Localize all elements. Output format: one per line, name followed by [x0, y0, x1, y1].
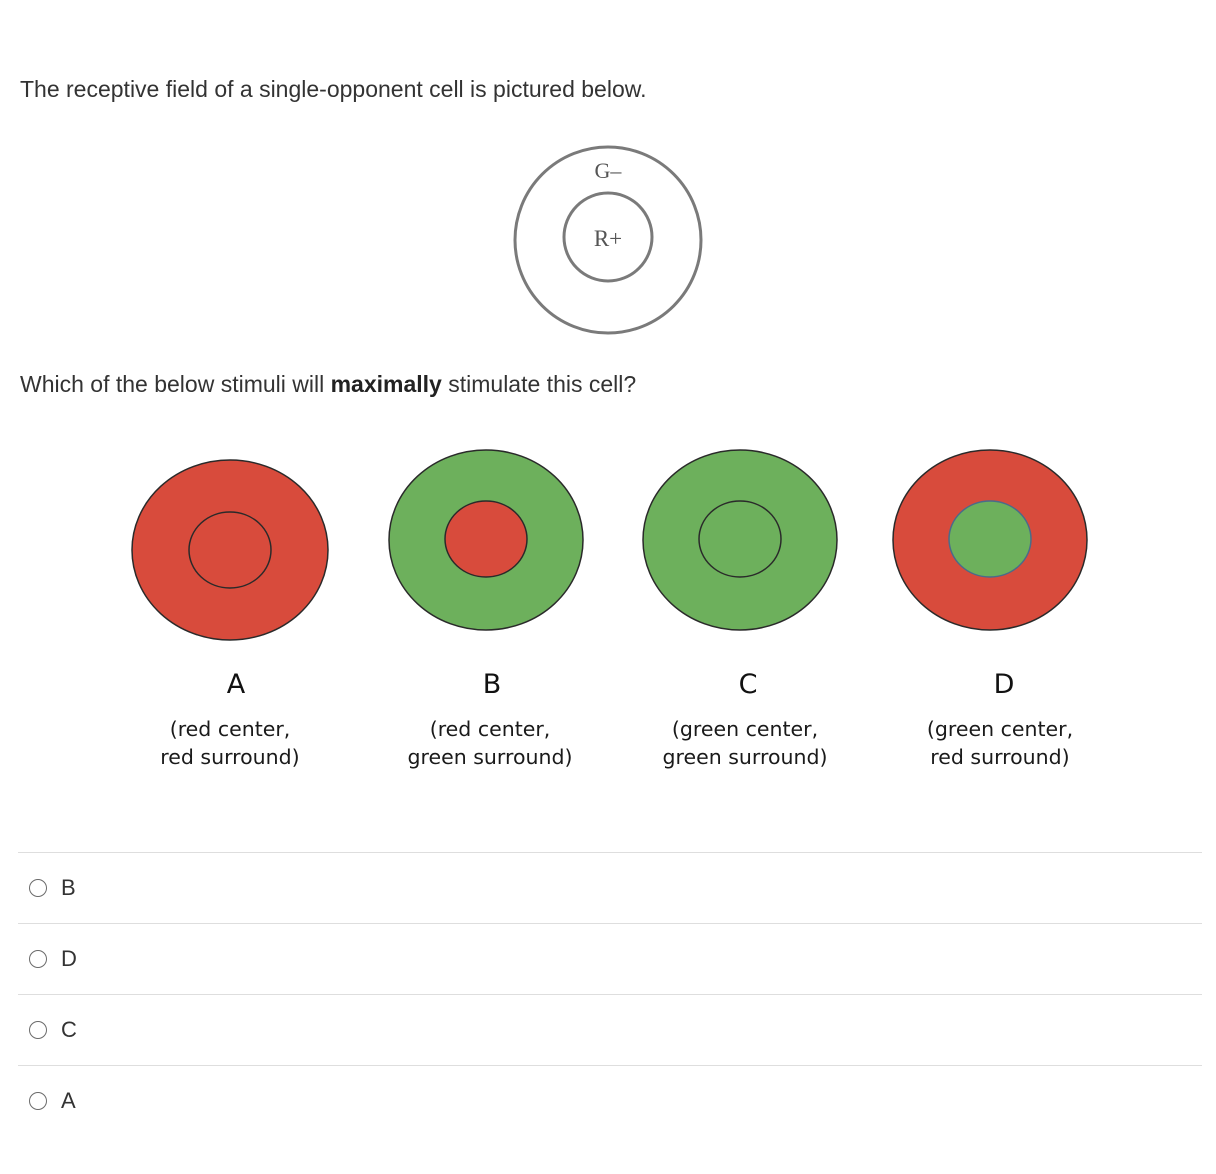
answer-option-label: B	[61, 875, 76, 900]
stimulus-d: D (green center, red surround)	[892, 449, 1088, 769]
answer-option-d[interactable]: D	[18, 923, 1202, 994]
radio-button[interactable]	[29, 879, 47, 897]
stimulus-a-center	[188, 511, 272, 589]
stimulus-d-letter: D	[994, 669, 1015, 700]
receptive-field-diagram: G– R+	[513, 145, 703, 335]
stimulus-b-desc-line1: (red center,	[430, 717, 551, 741]
stimulus-b-center	[444, 500, 528, 578]
radio-button[interactable]	[29, 1092, 47, 1110]
stimulus-d-center	[948, 500, 1032, 578]
stimulus-d-desc-line2: red surround)	[930, 745, 1069, 769]
answer-option-c[interactable]: C	[18, 994, 1202, 1065]
stimulus-c-letter: C	[739, 669, 758, 700]
answer-option-b[interactable]: B	[18, 852, 1202, 923]
stimulus-a-desc-line1: (red center,	[170, 717, 291, 741]
stimulus-c-center	[698, 500, 782, 578]
stimulus-b-letter: B	[483, 669, 502, 700]
stimulus-a-desc-line2: red surround)	[160, 745, 299, 769]
answer-option-label: D	[61, 946, 77, 971]
stimuli-diagram: A (red center, red surround) B (red cent…	[131, 449, 1088, 769]
stimulus-a: A (red center, red surround)	[131, 459, 329, 769]
stimulus-b: B (red center, green surround)	[388, 449, 584, 769]
stimulus-c-desc-line1: (green center,	[672, 717, 818, 741]
stimulus-d-desc-line1: (green center,	[927, 717, 1073, 741]
answer-options: B D C A	[18, 852, 1202, 1136]
center-label: R+	[594, 226, 622, 251]
surround-label: G–	[595, 158, 623, 183]
stimulus-c: C (green center, green surround)	[642, 449, 838, 769]
answer-option-label: A	[61, 1088, 76, 1113]
stimulus-c-desc-line2: green surround)	[663, 745, 828, 769]
radio-button[interactable]	[29, 1021, 47, 1039]
stimulus-b-desc-line2: green surround)	[408, 745, 573, 769]
answer-option-label: C	[61, 1017, 77, 1042]
radio-button[interactable]	[29, 950, 47, 968]
prompt-text-after: stimulate this cell?	[441, 371, 637, 397]
prompt-text-before: Which of the below stimuli will	[20, 371, 331, 397]
question-intro: The receptive field of a single-opponent…	[20, 76, 647, 102]
question-prompt: Which of the below stimuli will maximall…	[20, 370, 636, 398]
prompt-emphasis: maximally	[330, 371, 442, 397]
stimulus-a-letter: A	[227, 669, 246, 700]
receptive-field-center	[562, 191, 654, 283]
answer-option-a[interactable]: A	[18, 1065, 1202, 1136]
